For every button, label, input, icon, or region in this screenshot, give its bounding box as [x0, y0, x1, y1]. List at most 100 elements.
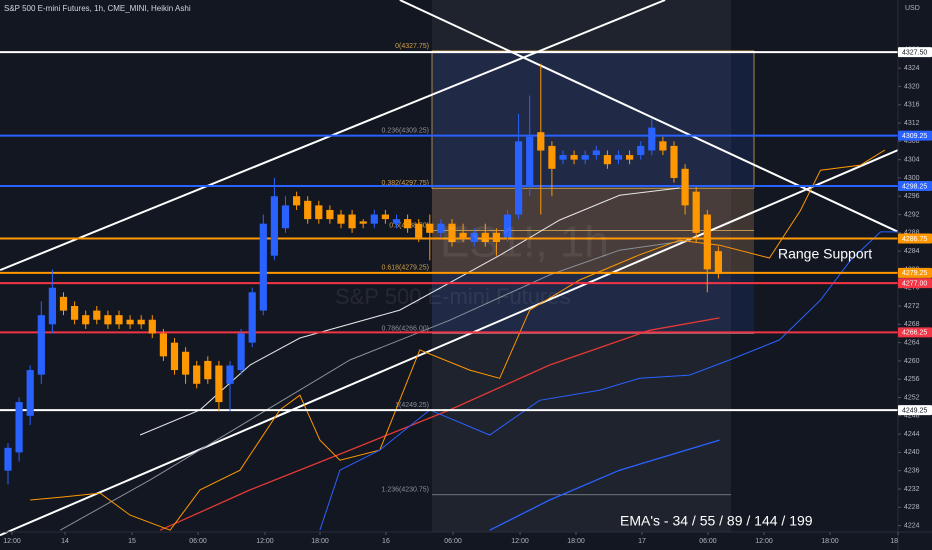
y-tick-label: 4288 — [904, 230, 920, 237]
candle-body — [159, 333, 167, 357]
annotation: EMA's - 34 / 55 / 89 / 144 / 199 — [620, 513, 813, 529]
candle-body — [403, 219, 412, 229]
y-tick-label: 4228 — [904, 504, 920, 511]
candle-body — [215, 365, 223, 403]
candle-body — [4, 447, 12, 471]
candle-body — [259, 223, 267, 311]
y-tick-label: 4296 — [904, 193, 920, 200]
candle-body — [581, 155, 589, 160]
fib-label: 0.618(4279.25) — [382, 265, 429, 272]
y-tick-label: 4248 — [904, 413, 920, 420]
overlay-line — [399, 0, 899, 233]
y-tick-label: 4324 — [904, 65, 920, 72]
candle-body — [337, 214, 345, 224]
candle-body — [714, 251, 722, 275]
overlay-line — [0, 149, 899, 537]
y-tick-label: 4232 — [904, 486, 920, 493]
annotation: Range Support — [778, 246, 872, 262]
x-tick-label: 18:00 — [821, 538, 839, 545]
candle-body — [70, 306, 79, 320]
y-tick-label: 4236 — [904, 468, 920, 475]
candle-body — [126, 319, 134, 325]
candle-body — [59, 296, 68, 311]
fib-label: 1.236(4230.75) — [382, 487, 429, 494]
candle-body — [104, 315, 112, 325]
candle-body — [470, 232, 478, 242]
candle-body — [625, 155, 634, 160]
x-tick-label: 16 — [382, 538, 390, 545]
candle-body — [526, 136, 534, 188]
x-tick-label: 14 — [61, 538, 69, 545]
candle-body — [381, 214, 389, 220]
candle-body — [492, 232, 500, 242]
level-tag — [898, 267, 932, 278]
candle-body — [359, 221, 367, 224]
candle-body — [37, 315, 45, 375]
candle-body — [503, 214, 512, 238]
candle-body — [292, 196, 301, 206]
watermark-subtitle: S&P 500 E-mini Futures — [335, 284, 571, 309]
candle-body — [570, 155, 578, 160]
y-tick-label: 4264 — [904, 339, 920, 346]
candle-body — [15, 402, 23, 453]
fib-label: 0.786(4266.00) — [382, 325, 429, 332]
x-tick-label: 18:00 — [567, 538, 585, 545]
candle-body — [426, 223, 434, 233]
level-tag — [898, 47, 932, 58]
date-range-shade — [432, 0, 731, 532]
candle-body — [692, 191, 700, 233]
candle-body — [559, 155, 567, 160]
candle-body — [315, 205, 323, 220]
fib-label: 0.382(4297.75) — [382, 180, 429, 187]
level-tag-label: 4298.25 — [902, 183, 927, 190]
y-tick-label: 4260 — [904, 358, 920, 365]
y-tick-label: 4244 — [904, 431, 920, 438]
fib-label: 0(4327.75) — [395, 43, 429, 50]
candle-body — [481, 232, 489, 242]
candle-body — [226, 365, 234, 384]
fib-zone — [432, 51, 754, 334]
level-tag — [898, 130, 932, 141]
level-tag-label: 4286.75 — [902, 236, 927, 243]
y-tick-label: 4224 — [904, 522, 920, 529]
candle-body — [448, 223, 456, 242]
x-tick-label: 06:00 — [444, 538, 462, 545]
candle-body — [82, 315, 90, 325]
candle-body — [348, 214, 356, 229]
candle-body — [48, 287, 56, 325]
x-tick-label: 17 — [638, 538, 646, 545]
candle-body — [514, 141, 523, 215]
candle-body — [281, 205, 290, 229]
x-tick-label: 12:00 — [3, 538, 21, 545]
candle-body — [648, 127, 656, 151]
x-tick-label: 06:00 — [699, 538, 717, 545]
candle-body — [204, 360, 212, 380]
fib-label: 0.236(4309.25) — [382, 127, 429, 134]
candle-body — [181, 351, 190, 375]
x-tick-label: 12:00 — [511, 538, 529, 545]
level-tag-label: 4309.25 — [902, 133, 927, 140]
y-tick-label: 4268 — [904, 321, 920, 328]
candle-body — [415, 223, 423, 238]
candle-body — [637, 145, 645, 156]
level-tag-label: 4279.25 — [902, 270, 927, 277]
y-tick-label: 4284 — [904, 248, 920, 255]
overlay-line — [489, 439, 720, 531]
currency: USD — [905, 5, 920, 12]
level-tag-label: 4249.25 — [902, 407, 927, 414]
y-tick-label: 4308 — [904, 138, 920, 145]
candle-body — [659, 141, 667, 151]
candle-body — [170, 342, 179, 371]
x-tick-label: 12:00 — [755, 538, 773, 545]
candle-body — [326, 209, 334, 220]
candle-body — [148, 319, 156, 334]
candle-body — [548, 145, 556, 169]
candle-body — [248, 292, 256, 343]
y-tick-label: 4304 — [904, 156, 920, 163]
level-tag-label: 4266.25 — [902, 330, 927, 337]
candle-body — [115, 315, 123, 325]
level-tag-label: 4277.00 — [902, 280, 927, 287]
y-tick-label: 4320 — [904, 83, 920, 90]
